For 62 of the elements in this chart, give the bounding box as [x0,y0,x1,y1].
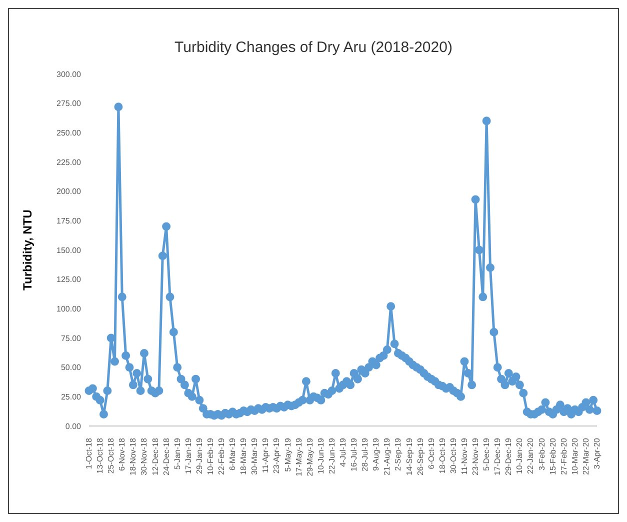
x-tick-label: 9-Aug-19 [372,437,381,471]
x-tick-label: 22-Jun-19 [327,437,336,474]
y-tick-label: 225.00 [56,158,82,167]
y-tick-label: 100.00 [56,304,82,314]
x-tick-label: 30-Mar-19 [250,437,260,475]
x-tick-label: 17-May-19 [294,437,304,476]
x-tick-label: 17-Dec-19 [493,437,502,476]
y-tick-label: 150.00 [56,246,82,255]
y-tick-label: 175.00 [56,216,82,226]
y-tick-label: 0.00 [65,422,82,431]
x-tick-label: 6-Nov-18 [118,437,127,471]
x-tick-label: 21-Aug-19 [382,437,392,476]
x-tick-label: 11-Nov-19 [460,437,469,475]
x-tick-label: 18-Nov-18 [128,437,138,476]
x-tick-label: 14-Sep-19 [404,437,414,476]
x-tick-label: 6-Oct-19 [426,437,436,470]
x-tick-label: 16-Jul-19 [350,437,359,472]
x-tick-label: 18-Mar-19 [239,437,248,475]
x-tick-label: 2-Sep-19 [394,437,403,471]
x-tick-label: 10-Feb-19 [206,437,215,475]
x-tick-label: 3-Apr-20 [592,437,602,470]
chart-title: Turbidity Changes of Dry Aru (2018-2020) [174,39,454,56]
x-tick-label: 22-Jan-20 [526,437,536,474]
x-tick-label: 29-May-19 [305,437,314,476]
x-tick-label: 6-Mar-19 [228,437,238,470]
x-tick-label: 29-Dec-19 [504,437,514,476]
y-tick-label: 25.00 [60,392,82,402]
x-tick-label: 10-Mar-20 [570,437,580,475]
x-tick-label: 30-Oct-19 [448,437,458,474]
x-tick-label: 17-Jan-19 [184,437,193,474]
y-tick-label: 50.00 [60,363,82,372]
x-tick-label: 30-Nov-18 [140,437,149,476]
x-tick-label: 11-Apr-19 [261,437,270,473]
x-tick-label: 28-Jul-19 [360,437,370,472]
x-tick-label: 13-Oct-18 [96,437,105,474]
x-tick-label: 22-Feb-19 [217,437,226,475]
x-tick-label: 10-Jun-19 [316,437,326,474]
y-axis-title: Turbidity, NTU [20,210,34,290]
x-tick-label: 23-Nov-19 [471,437,480,476]
y-tick-label: 200.00 [56,187,82,196]
x-tick-label: 24-Dec-18 [162,437,171,476]
x-tick-label: 27-Feb-20 [559,437,568,475]
x-tick-label: 12-Dec-18 [150,437,160,476]
x-tick-label: 15-Feb-20 [548,437,558,475]
x-tick-label: 18-Oct-19 [438,437,447,474]
y-tick-label: 75.00 [60,334,82,343]
x-tick-label: 3-Feb-20 [537,437,546,470]
x-tick-label: 5-Jan-19 [172,437,182,470]
x-tick-label: 1-Oct-18 [84,437,94,470]
x-tick-label: 10-Jan-20 [515,437,524,474]
x-tick-label: 4-Jul-19 [338,437,348,467]
x-tick-label: 22-Mar-20 [581,437,590,475]
x-tick-label: 23-Apr-19 [272,437,282,474]
y-tick-label: 125.00 [56,275,82,284]
x-tick-label: 5-Dec-19 [482,437,492,471]
y-tick-label: 250.00 [56,128,82,138]
y-tick-label: 275.00 [56,99,82,108]
x-tick-label: 29-Jan-19 [194,437,204,474]
y-tick-label: 300.00 [56,70,82,79]
x-tick-label: 5-May-19 [283,437,292,472]
x-tick-label: 26-Sep-19 [416,437,425,476]
x-tick-label: 25-Oct-18 [106,437,116,474]
